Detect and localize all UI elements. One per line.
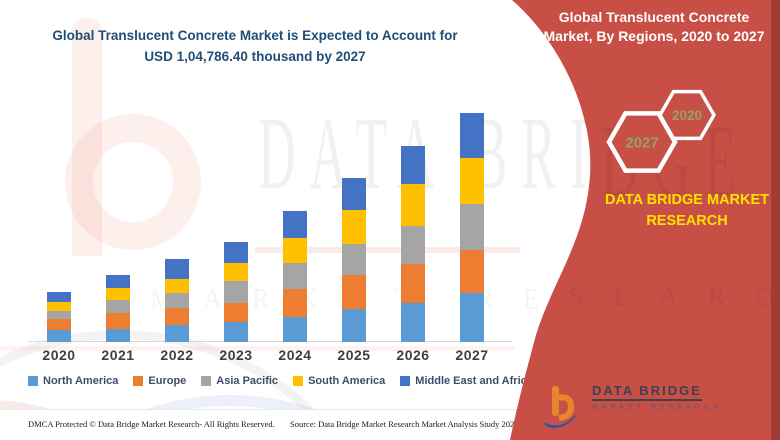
x-axis-label-2023: 2023: [219, 347, 253, 363]
bar-segment-north-america: [47, 330, 71, 342]
bar-segment-middle-east-and-africa: [224, 242, 248, 263]
chart-legend: North America Europe Asia Pacific South Ame…: [28, 375, 533, 387]
bar-segment-europe: [165, 308, 189, 326]
bar-segment-south-america: [165, 278, 189, 293]
bar-2020: [47, 292, 71, 342]
legend-label: Middle East and Africa: [415, 375, 533, 387]
footer-dmca-text: DMCA Protected © Data Bridge Market Rese…: [28, 419, 275, 429]
bar-segment-north-america: [224, 322, 248, 342]
bar-segment-europe: [401, 264, 425, 304]
legend-swatch: [293, 376, 304, 386]
bar-segment-asia-pacific: [47, 310, 71, 319]
bar-2021: [106, 275, 130, 342]
bar-segment-europe: [224, 302, 248, 322]
bar-segment-south-america: [224, 262, 248, 281]
bar-segment-north-america: [401, 303, 425, 342]
bar-segment-asia-pacific: [460, 204, 484, 251]
bar-segment-europe: [283, 288, 307, 317]
bar-segment-middle-east-and-africa: [47, 292, 71, 303]
legend-item-south-america: South America: [293, 375, 385, 387]
bar-segment-middle-east-and-africa: [342, 178, 366, 211]
legend-label: Europe: [148, 375, 187, 387]
bar-segment-north-america: [165, 325, 189, 342]
bar-segment-north-america: [342, 308, 366, 342]
bar-segment-middle-east-and-africa: [283, 211, 307, 239]
bar-segment-europe: [47, 318, 71, 330]
legend-swatch: [133, 376, 144, 386]
bar-segment-asia-pacific: [224, 280, 248, 303]
bar-segment-asia-pacific: [106, 300, 130, 313]
x-axis-label-2026: 2026: [396, 347, 430, 363]
bar-segment-north-america: [283, 316, 307, 342]
bar-segment-asia-pacific: [283, 262, 307, 289]
bar-segment-asia-pacific: [401, 225, 425, 265]
bar-2022: [165, 259, 189, 342]
bar-segment-europe: [342, 274, 366, 309]
bar-segment-south-america: [401, 184, 425, 226]
legend-item-middle-east-and-africa: Middle East and Africa: [400, 375, 533, 387]
bar-segment-europe: [106, 312, 130, 329]
legend-item-north-america: North America: [28, 375, 118, 387]
x-axis-line: [28, 341, 512, 342]
legend-item-asia-pacific: Asia Pacific: [201, 375, 278, 387]
legend-swatch: [400, 376, 411, 386]
bar-segment-middle-east-and-africa: [401, 145, 425, 185]
bar-segment-middle-east-and-africa: [106, 275, 130, 289]
bar-2027: [460, 112, 484, 342]
footer-source-text: Source: Data Bridge Market Research Mark…: [290, 419, 519, 429]
bar-segment-south-america: [47, 302, 71, 311]
red-edge-stripe: [771, 0, 780, 440]
bar-segment-asia-pacific: [342, 244, 366, 275]
bar-2023: [224, 242, 248, 342]
bar-2024: [283, 211, 307, 342]
legend-label: Asia Pacific: [216, 375, 279, 387]
x-axis-label-2022: 2022: [160, 347, 194, 363]
bar-segment-europe: [460, 250, 484, 294]
legend-item-europe: Europe: [133, 375, 186, 387]
bar-segment-asia-pacific: [165, 292, 189, 309]
bar-segment-middle-east-and-africa: [460, 112, 484, 159]
x-axis-label-2027: 2027: [455, 347, 489, 363]
bar-segment-south-america: [460, 158, 484, 205]
legend-label: North America: [43, 375, 119, 387]
bar-segment-south-america: [106, 288, 130, 301]
x-axis-label-2024: 2024: [278, 347, 312, 363]
x-axis-label-2020: 2020: [42, 347, 76, 363]
legend-swatch: [28, 376, 38, 386]
bar-2026: [401, 145, 425, 342]
red-wave-shape: [510, 0, 780, 440]
bar-segment-south-america: [283, 238, 307, 263]
watermark-text-on-red: DATA BRIDGE: [258, 104, 750, 219]
bar-segment-north-america: [460, 293, 484, 342]
chart-title: Global Translucent Concrete Market is Ex…: [15, 25, 495, 67]
chart-title-line2: USD 1,04,786.40 thousand by 2027: [144, 49, 366, 64]
legend-label: South America: [308, 375, 386, 387]
x-axis-label-2025: 2025: [337, 347, 371, 363]
chart-title-line1: Global Translucent Concrete Market is Ex…: [52, 28, 458, 43]
x-axis-label-2021: 2021: [101, 347, 135, 363]
bar-segment-middle-east-and-africa: [165, 259, 189, 279]
bar-2025: [342, 178, 366, 342]
watermark-text2-on-red: MARKET RESEARCH: [150, 282, 780, 311]
bar-segment-north-america: [106, 328, 130, 342]
bar-segment-south-america: [342, 210, 366, 245]
legend-swatch: [201, 376, 212, 386]
